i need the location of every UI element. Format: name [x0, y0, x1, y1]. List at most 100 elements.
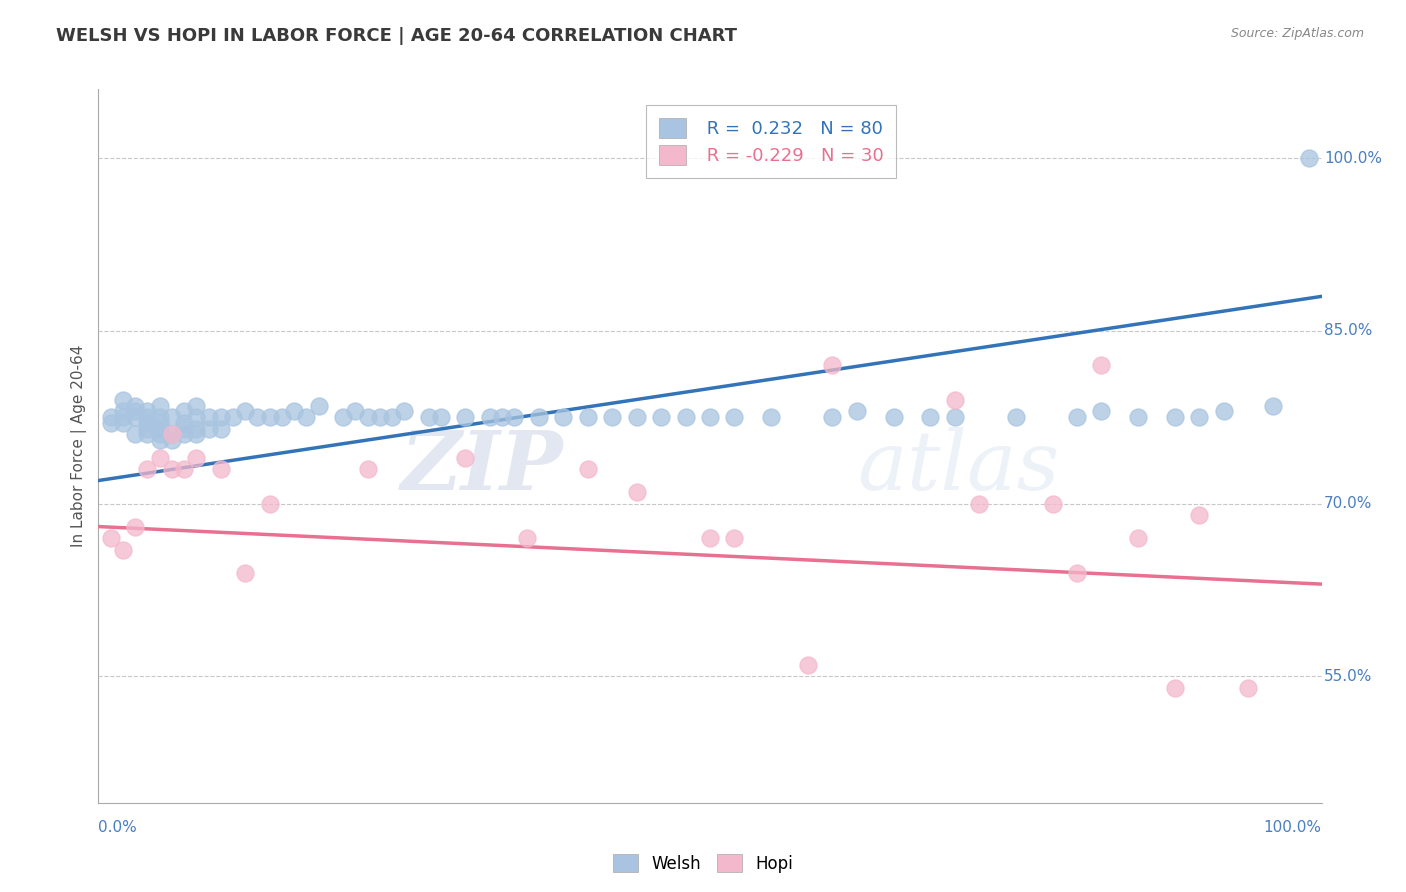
Text: atlas: atlas: [856, 427, 1059, 508]
Point: [111, 410, 134, 425]
Text: 0.0%: 0.0%: [98, 820, 138, 835]
Point: [111, 416, 134, 430]
Point: [1164, 410, 1187, 425]
Point: [430, 410, 453, 425]
Point: [111, 542, 134, 557]
Point: [576, 410, 599, 425]
Point: [111, 392, 134, 407]
Point: [149, 399, 172, 413]
Point: [1042, 497, 1064, 511]
Point: [136, 462, 159, 476]
Point: [478, 410, 501, 425]
Point: [1261, 399, 1284, 413]
Point: [943, 410, 966, 425]
Point: [186, 422, 208, 436]
Point: [418, 410, 440, 425]
Point: [356, 462, 378, 476]
Point: [675, 410, 697, 425]
Point: [344, 404, 367, 418]
Y-axis label: In Labor Force | Age 20-64: In Labor Force | Age 20-64: [72, 345, 87, 547]
Point: [1090, 359, 1112, 373]
Point: [270, 410, 294, 425]
Point: [186, 427, 208, 442]
Point: [308, 399, 330, 413]
Point: [173, 462, 195, 476]
Point: [576, 462, 599, 476]
Point: [136, 427, 159, 442]
Text: WELSH VS HOPI IN LABOR FORCE | AGE 20-64 CORRELATION CHART: WELSH VS HOPI IN LABOR FORCE | AGE 20-64…: [56, 27, 737, 45]
Point: [626, 485, 648, 500]
Point: [136, 404, 159, 418]
Point: [173, 416, 195, 430]
Text: Source: ZipAtlas.com: Source: ZipAtlas.com: [1230, 27, 1364, 40]
Point: [1188, 508, 1211, 522]
Point: [454, 410, 477, 425]
Point: [186, 450, 208, 465]
Point: [160, 427, 183, 442]
Text: 100.0%: 100.0%: [1264, 820, 1322, 835]
Point: [259, 410, 281, 425]
Point: [1164, 681, 1187, 695]
Point: [883, 410, 905, 425]
Point: [699, 410, 721, 425]
Point: [209, 410, 232, 425]
Point: [491, 410, 513, 425]
Point: [100, 531, 122, 545]
Point: [821, 410, 844, 425]
Point: [173, 427, 195, 442]
Point: [222, 410, 245, 425]
Point: [723, 410, 745, 425]
Text: 70.0%: 70.0%: [1324, 496, 1372, 511]
Point: [186, 410, 208, 425]
Legend:  R =  0.232   N = 80,  R = -0.229   N = 30: R = 0.232 N = 80, R = -0.229 N = 30: [647, 105, 896, 178]
Text: 100.0%: 100.0%: [1324, 151, 1382, 166]
Point: [920, 410, 942, 425]
Point: [967, 497, 990, 511]
Point: [527, 410, 550, 425]
Point: [553, 410, 575, 425]
Point: [197, 422, 219, 436]
Point: [233, 566, 256, 580]
Point: [332, 410, 354, 425]
Point: [1188, 410, 1211, 425]
Text: ZIP: ZIP: [401, 427, 564, 508]
Text: 85.0%: 85.0%: [1324, 324, 1372, 338]
Point: [1128, 531, 1150, 545]
Point: [149, 422, 172, 436]
Legend: Welsh, Hopi: Welsh, Hopi: [606, 847, 800, 880]
Point: [124, 427, 146, 442]
Point: [197, 410, 219, 425]
Point: [209, 422, 232, 436]
Point: [1128, 410, 1150, 425]
Point: [246, 410, 269, 425]
Point: [149, 416, 172, 430]
Point: [515, 531, 537, 545]
Point: [295, 410, 318, 425]
Point: [111, 404, 134, 418]
Point: [626, 410, 648, 425]
Point: [149, 450, 172, 465]
Point: [845, 404, 868, 418]
Point: [259, 497, 281, 511]
Point: [124, 404, 146, 418]
Point: [124, 410, 146, 425]
Point: [381, 410, 404, 425]
Point: [600, 410, 623, 425]
Point: [723, 531, 745, 545]
Point: [160, 410, 183, 425]
Point: [173, 404, 195, 418]
Point: [797, 657, 820, 672]
Point: [1090, 404, 1112, 418]
Point: [136, 410, 159, 425]
Point: [160, 427, 183, 442]
Text: 55.0%: 55.0%: [1324, 669, 1372, 683]
Point: [283, 404, 305, 418]
Point: [149, 434, 172, 448]
Point: [650, 410, 672, 425]
Point: [136, 422, 159, 436]
Point: [356, 410, 378, 425]
Point: [1066, 410, 1088, 425]
Point: [1212, 404, 1234, 418]
Point: [368, 410, 391, 425]
Point: [173, 422, 195, 436]
